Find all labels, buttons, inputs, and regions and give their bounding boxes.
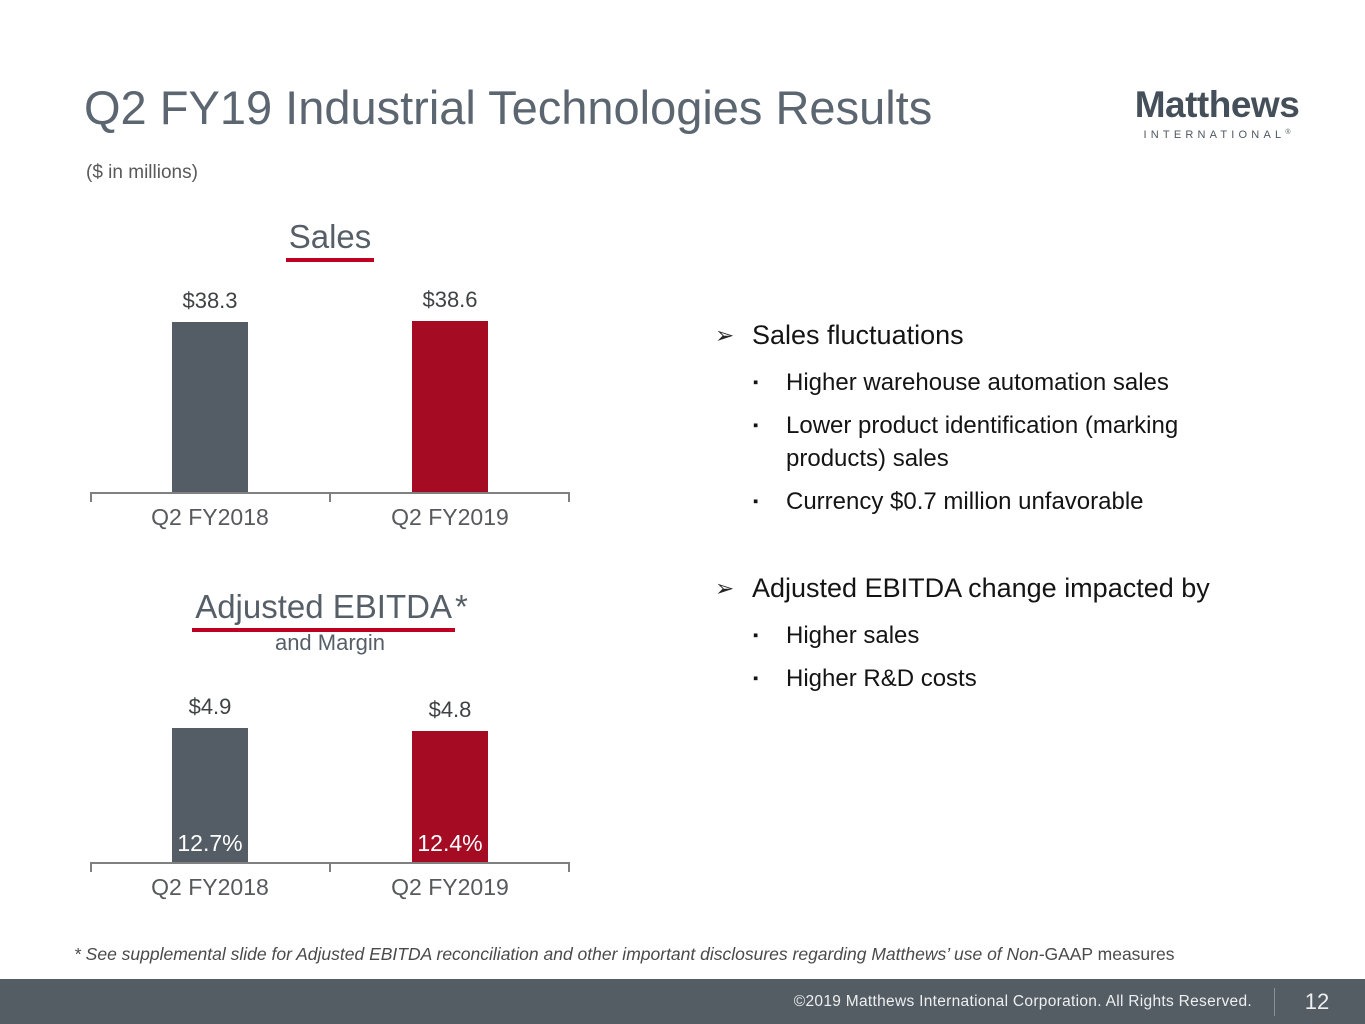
x-axis — [90, 862, 570, 872]
page-title: Q2 FY19 Industrial Technologies Results — [84, 81, 933, 134]
footer-bar: ©2019 Matthews International Corporation… — [0, 979, 1365, 1024]
bar-value-label: $38.6 — [422, 287, 478, 312]
square-bullet-icon: ▪ — [753, 670, 759, 687]
ebitda-chart-title: Adjusted EBITDA* — [90, 588, 570, 632]
bullet-item: ▪ Higher R&D costs — [715, 662, 977, 695]
page-number: 12 — [1304, 988, 1330, 1014]
logo-wordmark: Matthews — [1134, 84, 1300, 125]
bar-ebitda-q2fy2018: 12.7% — [172, 728, 248, 862]
commentary: ➢ Sales fluctuations ▪ Higher warehouse … — [715, 315, 1315, 745]
footnote: * See supplemental slide for Adjusted EB… — [74, 944, 1175, 964]
x-axis-label: Q2 FY2018 — [151, 504, 269, 530]
sales-plot-area: $38.3 $38.6 — [90, 280, 570, 492]
arrow-bullet-icon: ➢ — [715, 575, 735, 601]
square-bullet-icon: ▪ — [753, 493, 759, 510]
bar-sales-q2fy2019 — [412, 321, 488, 492]
bullet-item: ▪ Lower product identification (marking … — [715, 409, 1266, 475]
adjusted-ebitda-chart: Adjusted EBITDA* and Margin $4.9 12.7% $… — [90, 588, 570, 918]
bullet-item: ▪ Higher warehouse automation sales — [715, 366, 1169, 399]
units-note: ($ in millions) — [86, 162, 198, 183]
x-axis-label: Q2 FY2019 — [391, 504, 509, 530]
ebitda-plot-area: $4.9 12.7% $4.8 12.4% — [90, 668, 570, 862]
bullet-heading: ➢ Adjusted EBITDA change impacted by — [715, 573, 1210, 603]
ebitda-chart-subtitle: and Margin — [274, 630, 386, 655]
sales-chart: Sales $38.3 $38.6 Q2 FY2018 Q2 FY2019 — [90, 218, 570, 548]
bullet-heading: ➢ Sales fluctuations — [715, 320, 964, 350]
arrow-bullet-icon: ➢ — [715, 322, 735, 348]
matthews-logo: Matthews INTERNATIONAL® — [1128, 86, 1306, 141]
x-axis-label: Q2 FY2019 — [391, 874, 509, 900]
registered-mark: ® — [1285, 129, 1291, 136]
square-bullet-icon: ▪ — [753, 417, 759, 434]
bar-value-label: $38.3 — [182, 288, 238, 313]
bar-ebitda-q2fy2019: 12.4% — [412, 731, 488, 862]
footer-divider — [1274, 987, 1275, 1016]
x-axis — [90, 492, 570, 502]
logo-subtext: INTERNATIONAL® — [1143, 129, 1291, 141]
margin-label: 12.4% — [417, 830, 483, 856]
bar-value-label: $4.8 — [428, 697, 472, 722]
square-bullet-icon: ▪ — [753, 374, 759, 391]
margin-label: 12.7% — [177, 830, 243, 856]
bar-sales-q2fy2018 — [172, 322, 248, 492]
bullet-item: ▪ Higher sales — [715, 619, 919, 652]
sales-chart-title: Sales — [90, 218, 570, 262]
bullet-item: ▪ Currency $0.7 million unfavorable — [715, 485, 1144, 518]
bar-value-label: $4.9 — [188, 694, 232, 719]
x-axis-label: Q2 FY2018 — [151, 874, 269, 900]
copyright-text: ©2019 Matthews International Corporation… — [793, 992, 1252, 1010]
square-bullet-icon: ▪ — [753, 627, 759, 644]
